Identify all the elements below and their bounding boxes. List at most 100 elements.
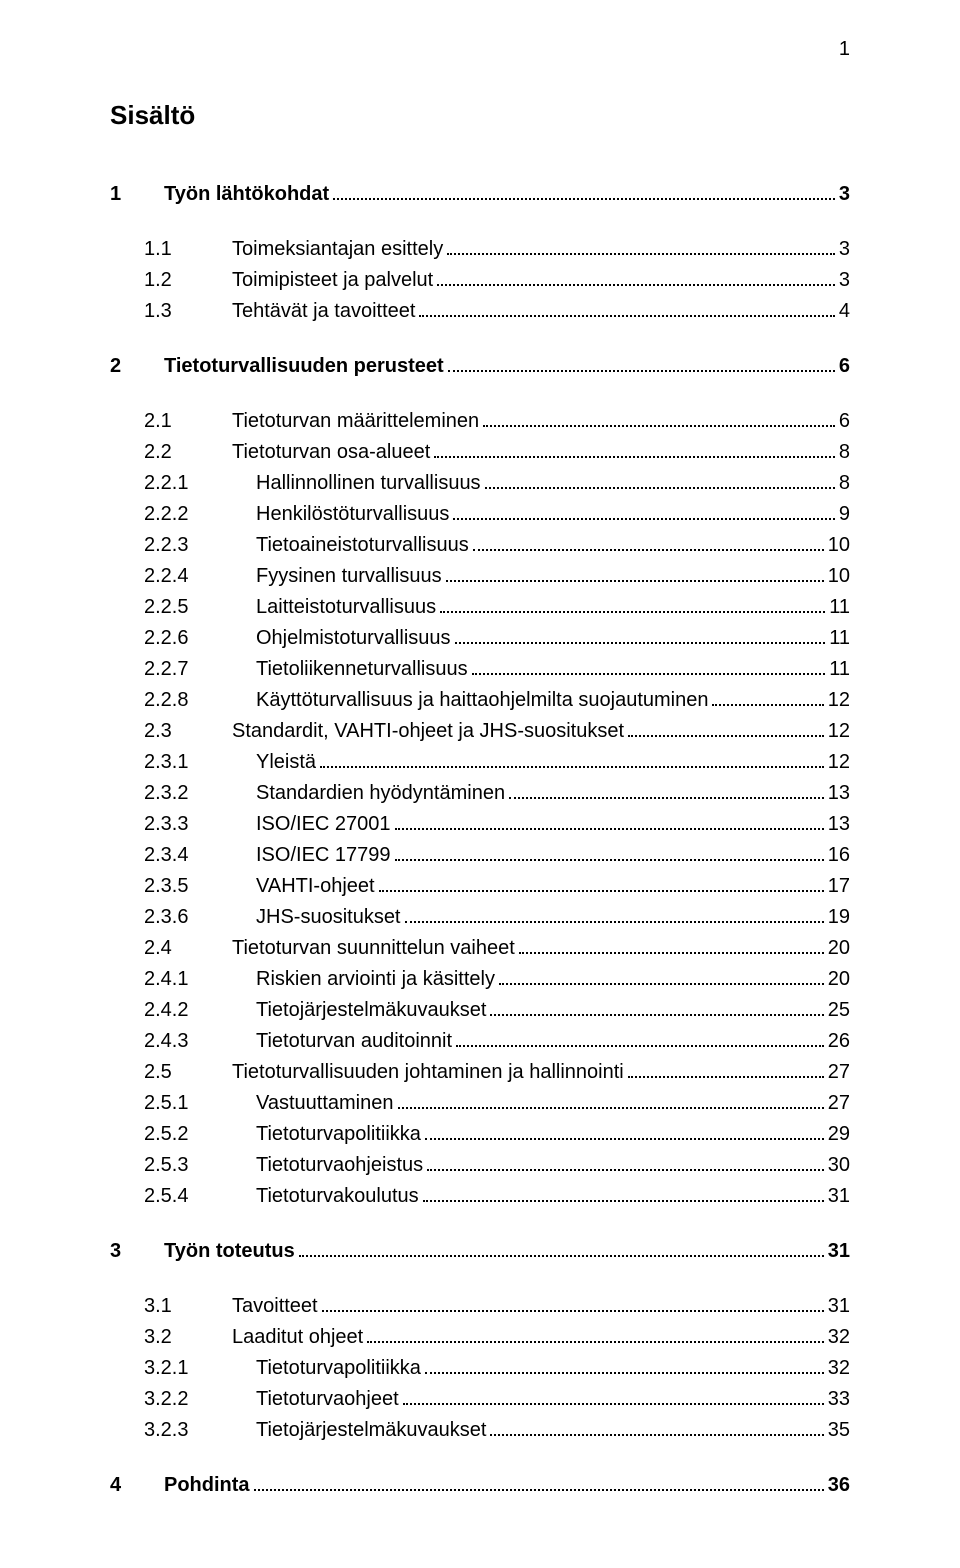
- toc-entry: 2.2.4Fyysinen turvallisuus10: [110, 561, 850, 592]
- toc-leader-dots: [322, 1294, 824, 1312]
- toc-leader-dots: [456, 1029, 824, 1047]
- toc-page-number: 35: [828, 1415, 850, 1446]
- toc-page-number: 26: [828, 1026, 850, 1057]
- toc-leader-dots: [405, 905, 824, 923]
- toc-entry: 2Tietoturvallisuuden perusteet6: [110, 351, 850, 382]
- toc-leader-dots: [403, 1387, 824, 1405]
- toc-page-number: 6: [839, 351, 850, 382]
- toc-text: Toimeksiantajan esittely: [232, 234, 443, 265]
- toc-entry: 2.5.4Tietoturvakoulutus31: [110, 1181, 850, 1212]
- toc-leader-dots: [423, 1184, 824, 1202]
- toc-page-number: 3: [839, 234, 850, 265]
- toc-page-number: 20: [828, 933, 850, 964]
- toc-number: 2.2: [110, 437, 232, 468]
- toc-title: Sisältö: [110, 100, 850, 131]
- toc-entry: 2.5.1Vastuuttaminen27: [110, 1088, 850, 1119]
- toc-number: 2.2.1: [110, 468, 256, 499]
- toc-leader-dots: [509, 781, 824, 799]
- toc-leader-dots: [440, 595, 825, 613]
- toc-number: 1.2: [110, 265, 232, 296]
- toc-page-number: 8: [839, 437, 850, 468]
- toc-page-number: 9: [839, 499, 850, 530]
- toc-page-number: 13: [828, 809, 850, 840]
- toc-page-number: 6: [839, 406, 850, 437]
- toc-leader-dots: [473, 533, 824, 551]
- toc-text: Käyttöturvallisuus ja haittaohjelmilta s…: [256, 685, 708, 716]
- toc-entry: 1Työn lähtökohdat3: [110, 179, 850, 210]
- toc-leader-dots: [490, 1418, 823, 1436]
- toc-text: Tehtävät ja tavoitteet: [232, 296, 415, 327]
- toc-entry: 2.2Tietoturvan osa-alueet8: [110, 437, 850, 468]
- toc-text: ISO/IEC 17799: [256, 840, 391, 871]
- toc-number: 2.3.3: [110, 809, 256, 840]
- toc-number: 3: [110, 1236, 164, 1267]
- toc-leader-dots: [425, 1356, 824, 1374]
- toc-page-number: 3: [839, 265, 850, 296]
- toc-text: Yleistä: [256, 747, 316, 778]
- toc-number: 2.2.6: [110, 623, 256, 654]
- toc-leader-dots: [446, 564, 824, 582]
- toc-entry: 3.2.2Tietoturvaohjeet33: [110, 1384, 850, 1415]
- toc-number: 2: [110, 351, 164, 382]
- toc-number: 2.1: [110, 406, 232, 437]
- toc-page-number: 25: [828, 995, 850, 1026]
- toc-number: 2.3.5: [110, 871, 256, 902]
- toc-page: 1 Sisältö 1Työn lähtökohdat31.1Toimeksia…: [0, 0, 960, 1568]
- toc-page-number: 27: [828, 1088, 850, 1119]
- toc-leader-dots: [367, 1325, 824, 1343]
- toc-entry: 3.2Laaditut ohjeet32: [110, 1322, 850, 1353]
- toc-page-number: 31: [828, 1291, 850, 1322]
- toc-entry: 2.3.3ISO/IEC 27001 13: [110, 809, 850, 840]
- toc-entry: 2.3.2Standardien hyödyntäminen13: [110, 778, 850, 809]
- toc-number: 2.2.3: [110, 530, 256, 561]
- toc-entry: 2.4.1Riskien arviointi ja käsittely 20: [110, 964, 850, 995]
- toc-number: 2.2.4: [110, 561, 256, 592]
- toc-leader-dots: [483, 409, 835, 427]
- toc-page-number: 16: [828, 840, 850, 871]
- toc-leader-dots: [485, 471, 835, 489]
- toc-entry: 2.3.6JHS-suositukset19: [110, 902, 850, 933]
- toc-text: Riskien arviointi ja käsittely: [256, 964, 495, 995]
- toc-text: Tietoliikenneturvallisuus: [256, 654, 468, 685]
- toc-entry: 3.2.1Tietoturvapolitiikka32: [110, 1353, 850, 1384]
- toc-entry: 1.1Toimeksiantajan esittely 3: [110, 234, 850, 265]
- toc-text: Tietoturvaohjeistus: [256, 1150, 423, 1181]
- toc-entry: 3.2.3Tietojärjestelmäkuvaukset35: [110, 1415, 850, 1446]
- toc-entry: 2.5.2Tietoturvapolitiikka29: [110, 1119, 850, 1150]
- toc-page-number: 10: [828, 530, 850, 561]
- toc-page-number: 33: [828, 1384, 850, 1415]
- toc-text: Tietojärjestelmäkuvaukset: [256, 995, 486, 1026]
- toc-entry: 2.2.5Laitteistoturvallisuus 11: [110, 592, 850, 623]
- toc-page-number: 11: [829, 592, 850, 623]
- toc-text: Hallinnollinen turvallisuus: [256, 468, 481, 499]
- toc-leader-dots: [453, 502, 834, 520]
- toc-number: 2.5.3: [110, 1150, 256, 1181]
- toc-leader-dots: [499, 967, 824, 985]
- toc-number: 1.1: [110, 234, 232, 265]
- toc-number: 2.2.7: [110, 654, 256, 685]
- toc-entry: 2.2.6Ohjelmistoturvallisuus11: [110, 623, 850, 654]
- toc-page-number: 12: [828, 716, 850, 747]
- toc-text: Fyysinen turvallisuus: [256, 561, 442, 592]
- toc-gap: [110, 1267, 850, 1291]
- toc-gap: [110, 1446, 850, 1470]
- toc-text: Laitteistoturvallisuus: [256, 592, 436, 623]
- toc-page-number: 29: [828, 1119, 850, 1150]
- toc-leader-dots: [519, 936, 824, 954]
- toc-page-number: 20: [828, 964, 850, 995]
- toc-entry: 3Työn toteutus31: [110, 1236, 850, 1267]
- toc-number: 2.2.2: [110, 499, 256, 530]
- toc-text: ISO/IEC 27001: [256, 809, 391, 840]
- toc-entry: 2.3Standardit, VAHTI-ohjeet ja JHS-suosi…: [110, 716, 850, 747]
- toc-number: 2.2.8: [110, 685, 256, 716]
- toc-text: Tietoturvan auditoinnit: [256, 1026, 452, 1057]
- toc-leader-dots: [379, 874, 824, 892]
- toc-leader-dots: [299, 1239, 824, 1257]
- toc-page-number: 19: [828, 902, 850, 933]
- toc-number: 2.3.4: [110, 840, 256, 871]
- toc-number: 2.4.1: [110, 964, 256, 995]
- toc-text: Tietoturvan suunnittelun vaiheet: [232, 933, 515, 964]
- toc-text: Tavoitteet: [232, 1291, 318, 1322]
- toc-entry: 2.3.1Yleistä12: [110, 747, 850, 778]
- toc-number: 2.2.5: [110, 592, 256, 623]
